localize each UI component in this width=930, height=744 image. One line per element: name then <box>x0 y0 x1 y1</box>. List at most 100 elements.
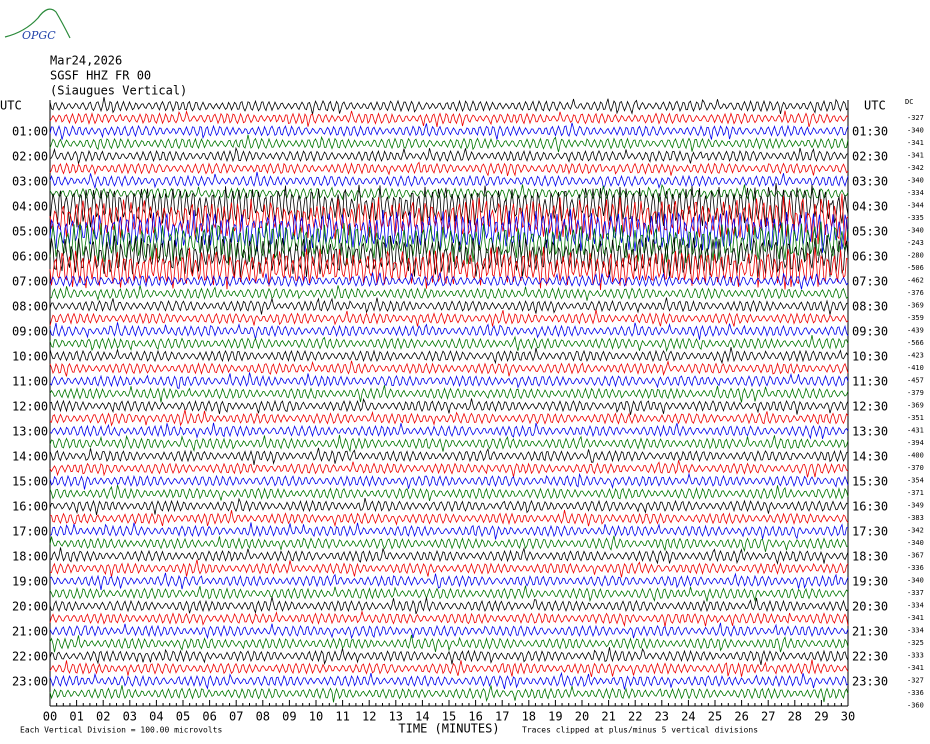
dc-value: -371 <box>907 489 924 497</box>
trace <box>49 335 849 353</box>
hour-label-right: 05:30 <box>852 225 888 239</box>
dc-value: -334 <box>907 602 924 610</box>
utc-right: UTC <box>864 99 886 113</box>
hour-label-left: 19:00 <box>12 575 48 589</box>
dc-value: -327 <box>907 114 924 122</box>
hour-label-left: 22:00 <box>12 650 48 664</box>
dc-value: -359 <box>907 314 924 322</box>
dc-value: -340 <box>907 539 924 547</box>
hour-label-left: 15:00 <box>12 475 48 489</box>
time-tick-label: 29 <box>814 710 828 724</box>
trace <box>49 161 849 177</box>
trace <box>49 610 849 628</box>
hour-label-left: 20:00 <box>12 600 48 614</box>
trace <box>49 359 849 377</box>
dc-value: -335 <box>907 214 924 222</box>
trace <box>49 447 849 465</box>
time-tick-label: 02 <box>96 710 110 724</box>
trace <box>49 110 849 128</box>
dc-value: -566 <box>907 339 924 347</box>
trace <box>49 685 849 703</box>
hour-label-right: 09:30 <box>852 325 888 339</box>
hour-label-right: 21:30 <box>852 625 888 639</box>
dc-value: -333 <box>907 652 924 660</box>
hour-label-right: 13:30 <box>852 425 888 439</box>
hour-label-left: 06:00 <box>12 250 48 264</box>
hour-label-right: 02:30 <box>852 150 888 164</box>
trace <box>49 272 849 290</box>
time-tick-label: 13 <box>389 710 403 724</box>
hour-label-left: 21:00 <box>12 625 48 639</box>
trace <box>49 322 849 340</box>
time-tick-label: 09 <box>282 710 296 724</box>
trace <box>49 246 849 291</box>
time-tick-label: 22 <box>628 710 642 724</box>
hour-label-right: 03:30 <box>852 175 888 189</box>
trace <box>49 134 849 153</box>
trace <box>49 285 849 302</box>
dc-value: -457 <box>907 377 924 385</box>
time-tick-label: 23 <box>655 710 669 724</box>
time-tick-label: 15 <box>442 710 456 724</box>
dc-value: -280 <box>907 252 924 260</box>
hour-label-right: 08:30 <box>852 300 888 314</box>
hour-label-right: 11:30 <box>852 375 888 389</box>
time-tick-label: 16 <box>468 710 482 724</box>
time-tick-label: 24 <box>681 710 695 724</box>
hour-label-right: 12:30 <box>852 400 888 414</box>
hour-label-right: 10:30 <box>852 350 888 364</box>
trace <box>49 297 849 315</box>
dc-value: -336 <box>907 564 924 572</box>
hour-label-left: 04:00 <box>12 200 48 214</box>
time-tick-label: 19 <box>548 710 562 724</box>
time-tick-label: 10 <box>309 710 323 724</box>
dc-value: -334 <box>907 627 924 635</box>
hour-label-right: 19:30 <box>852 575 888 589</box>
hour-label-left: 13:00 <box>12 425 48 439</box>
dc-value: -379 <box>907 389 924 397</box>
hour-label-left: 05:00 <box>12 225 48 239</box>
dc-value: -325 <box>907 639 924 647</box>
dc-value: -431 <box>907 427 924 435</box>
trace <box>49 622 849 640</box>
trace <box>49 347 849 365</box>
trace <box>49 585 849 603</box>
dc-value: -342 <box>907 164 924 172</box>
trace <box>49 372 849 389</box>
dc-value: -400 <box>907 452 924 460</box>
trace <box>49 398 849 415</box>
dc-value: -410 <box>907 364 924 372</box>
time-tick-label: 03 <box>123 710 137 724</box>
time-tick-label: 07 <box>229 710 243 724</box>
dc-value: -367 <box>907 552 924 560</box>
dc-value: -506 <box>907 264 924 272</box>
hour-label-left: 18:00 <box>12 550 48 564</box>
dc-value: -340 <box>907 577 924 585</box>
hour-label-right: 22:30 <box>852 650 888 664</box>
utc-left: UTC <box>0 99 22 113</box>
dc-value: -341 <box>907 664 924 672</box>
trace <box>49 309 849 327</box>
trace <box>49 671 849 690</box>
dc-value: -340 <box>907 227 924 235</box>
hour-label-left: 14:00 <box>12 450 48 464</box>
division-note: Each Vertical Division = 100.00 microvol… <box>20 726 222 735</box>
hour-label-right: 17:30 <box>852 525 888 539</box>
dc-label: DC <box>905 98 913 106</box>
trace <box>49 509 849 528</box>
hour-label-left: 07:00 <box>12 275 48 289</box>
time-tick-label: 05 <box>176 710 190 724</box>
location: (Siaugues Vertical) <box>50 84 187 98</box>
time-tick-label: 28 <box>788 710 802 724</box>
time-tick-label: 06 <box>202 710 216 724</box>
dc-value: -243 <box>907 239 924 247</box>
time-tick-label: 12 <box>362 710 376 724</box>
trace <box>49 409 849 427</box>
dc-value: -341 <box>907 139 924 147</box>
time-tick-label: 00 <box>43 710 57 724</box>
dc-value: -462 <box>907 277 924 285</box>
hour-label-left: 16:00 <box>12 500 48 514</box>
hour-label-left: 08:00 <box>12 300 48 314</box>
time-tick-label: 14 <box>415 710 429 724</box>
